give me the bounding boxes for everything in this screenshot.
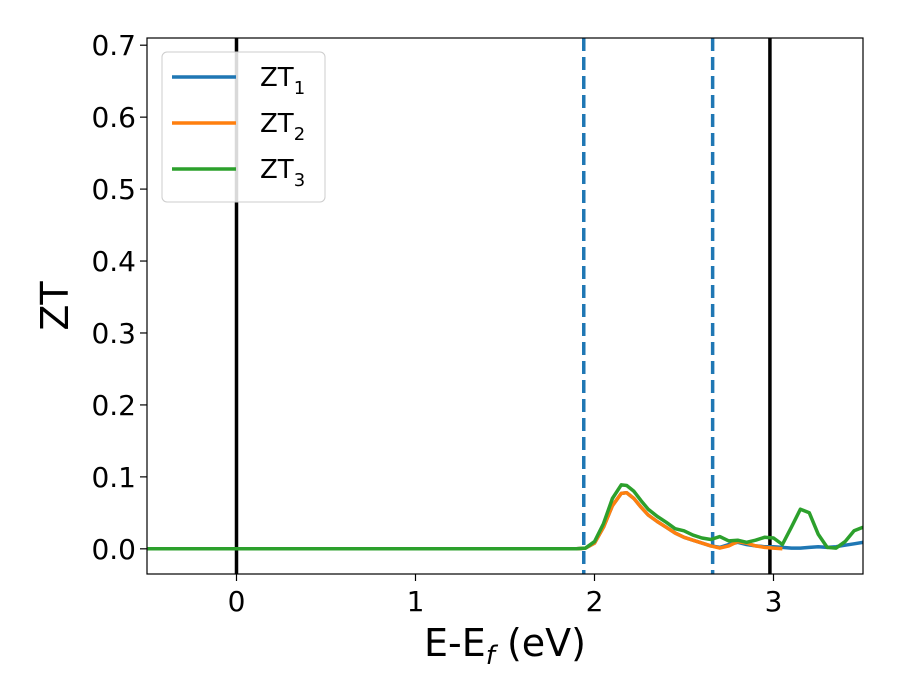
x-tick-label: 1 [407, 585, 425, 618]
series-line-3 [147, 483, 863, 551]
y-tick-label: 0.6 [91, 101, 136, 134]
plot-frame [146, 37, 864, 575]
legend-label-1: ZT1 [260, 63, 305, 99]
legend-label-2: ZT2 [260, 109, 305, 145]
x-tick-label: 0 [228, 585, 246, 618]
series-line-2 [147, 490, 783, 551]
x-axis: 0 1 2 3 [228, 574, 783, 618]
y-tick-label: 0.1 [91, 461, 136, 494]
legend-box [161, 51, 326, 203]
y-tick-label: 0.0 [91, 533, 136, 566]
x-axis-label: E-Ef (eV) [424, 621, 586, 671]
legend: ZT1 ZT2 ZT3 [161, 51, 326, 203]
y-tick-label: 0.3 [91, 317, 136, 350]
x-tick-label: 3 [765, 585, 783, 618]
x-tick-label: 2 [586, 585, 604, 618]
y-tick-label: 0.2 [91, 389, 136, 422]
legend-label-3: ZT3 [260, 155, 305, 191]
series-lines [147, 483, 863, 551]
y-tick-label: 0.4 [91, 245, 136, 278]
y-tick-label: 0.7 [91, 29, 136, 62]
y-axis: 0.0 0.1 0.2 0.3 0.4 0.5 0.6 0.7 [91, 29, 147, 566]
y-axis-label: ZT [33, 281, 77, 331]
y-tick-label: 0.5 [91, 173, 136, 206]
